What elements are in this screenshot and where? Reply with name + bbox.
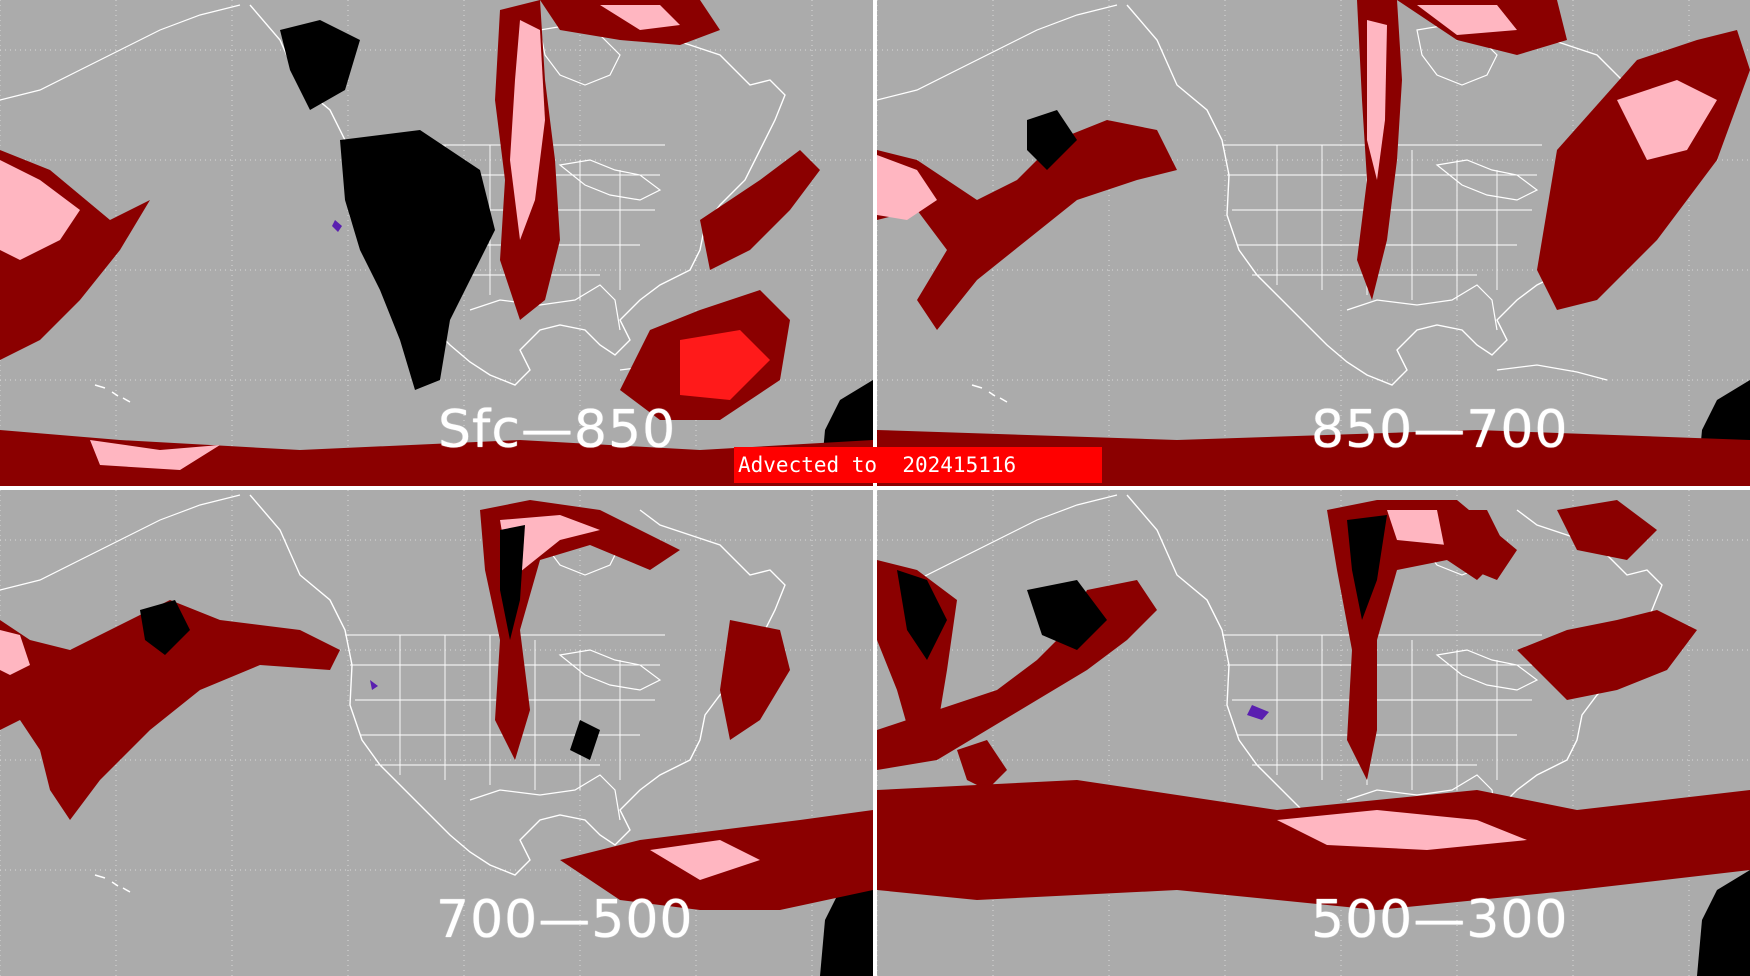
atlantic-band (720, 620, 790, 740)
coastline-alaska (0, 4, 241, 101)
hawaii-islands (94, 384, 131, 403)
moisture-plume (0, 600, 340, 820)
hawaii-islands (94, 874, 131, 893)
dry-streak (1347, 515, 1387, 620)
moisture-band-pink (600, 5, 680, 30)
atlantic-plume (1537, 30, 1750, 310)
southern-band-pink (1277, 810, 1527, 850)
tropical-moisture-pink (650, 840, 760, 880)
map-panel-sfc-850: Sfc—850 (0, 0, 873, 486)
moisture-band (1437, 510, 1507, 580)
atlantic-band (1557, 500, 1657, 560)
tropical-moisture-red (680, 330, 770, 400)
moisture-band-pink (500, 515, 600, 580)
isolated-cell (957, 740, 1007, 790)
coastline-alaska (877, 4, 1118, 101)
southern-band (877, 780, 1750, 910)
coastline-gulf (469, 284, 621, 331)
great-lakes (558, 159, 662, 201)
coastline-gulf (1346, 774, 1498, 821)
dry-region-black (140, 600, 190, 655)
map-panel-500-300: 500—300 (877, 490, 1750, 976)
caribbean-islands (1496, 364, 1608, 381)
dry-region-black (1027, 580, 1107, 650)
purple-patch (1247, 705, 1269, 720)
great-lakes (1435, 649, 1539, 691)
hawaii-islands (971, 384, 1008, 403)
moisture-plume-pink (0, 630, 30, 675)
pacific-arc-black (897, 570, 947, 660)
dry-region-black (570, 720, 600, 760)
moisture-plume-pink (0, 160, 80, 260)
great-lakes (1435, 159, 1539, 201)
map-panel-850-700: 850—700 (877, 0, 1750, 486)
coastline-gulf (1346, 284, 1498, 331)
coastline (249, 494, 786, 876)
moisture-band-pink (1367, 20, 1387, 180)
layer-label-850-700: 850—700 (1311, 400, 1569, 460)
atlantic-band (1517, 610, 1697, 700)
advection-time-banner: Advected to 202415116 (734, 447, 1102, 483)
layer-label-sfc-850: Sfc—850 (438, 400, 677, 460)
moisture-plume-pink (877, 155, 937, 220)
moisture-band (480, 500, 680, 760)
southern-band (0, 430, 873, 486)
purple-patch (332, 220, 342, 232)
dry-streak (500, 525, 525, 640)
map-canvas-700-500 (0, 490, 873, 976)
layer-label-700-500: 700—500 (436, 890, 694, 950)
south-america-land (820, 870, 873, 976)
dry-region-black (1027, 110, 1077, 170)
coastline-alaska (0, 494, 241, 591)
dry-region-black (280, 20, 360, 110)
map-canvas-sfc-850 (0, 0, 873, 486)
moisture-band-pink (510, 20, 545, 240)
coastline-gulf (469, 774, 621, 821)
layer-label-500-300: 500—300 (1311, 890, 1569, 950)
atlantic-plume (700, 150, 820, 270)
great-lakes (558, 649, 662, 691)
purple-patch (370, 680, 378, 690)
moisture-plume (877, 120, 1177, 330)
moisture-band-pink (1417, 5, 1517, 35)
map-canvas-500-300 (877, 490, 1750, 976)
southern-band-pink (90, 440, 220, 470)
south-america-land (1697, 870, 1750, 976)
dry-region-black (340, 130, 495, 390)
atlantic-plume-pink (1617, 80, 1717, 160)
map-panel-700-500: 700—500 (0, 490, 873, 976)
